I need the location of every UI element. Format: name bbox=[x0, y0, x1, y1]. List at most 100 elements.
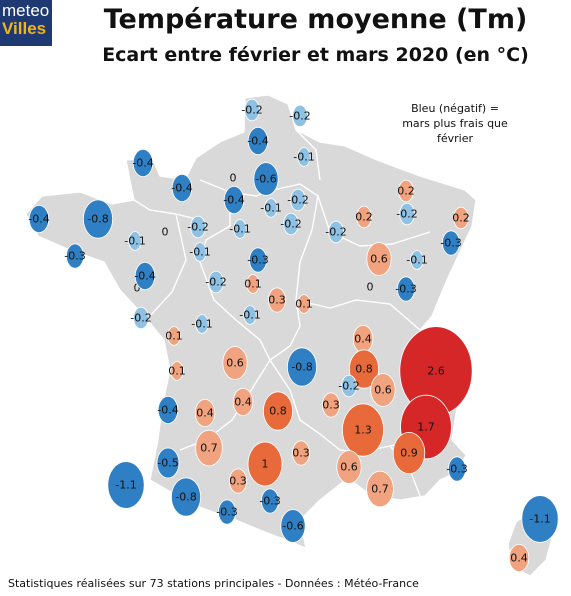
station-marker: 0.3 bbox=[228, 468, 247, 494]
station-marker: -0.3 bbox=[446, 456, 468, 482]
stations-layer: -0.2 -0.2 -0.4 -0.1 -0.4 -0.4 0 -0.6 -0.4 -0.1 -0.… bbox=[28, 98, 559, 573]
station-marker: -0.4 bbox=[223, 185, 245, 214]
station-marker: -0.2 bbox=[289, 104, 311, 128]
station-value: 0.7 bbox=[371, 483, 389, 496]
station-marker: 0.6 bbox=[366, 242, 392, 276]
station-circle bbox=[170, 477, 201, 517]
station-value: 0.1 bbox=[168, 365, 186, 378]
legend-line-2: mars plus frais que février bbox=[402, 117, 508, 145]
station-marker: -0.6 bbox=[280, 509, 306, 543]
station-value: 0.6 bbox=[340, 461, 358, 474]
station-value: 0.9 bbox=[400, 447, 418, 460]
station-value: -0.1 bbox=[239, 309, 260, 322]
station-value: 0.7 bbox=[200, 442, 218, 455]
station-marker: 0.4 bbox=[194, 398, 216, 427]
station-value: -0.5 bbox=[157, 457, 178, 470]
station-marker: 0.9 bbox=[392, 431, 426, 474]
station-marker: 0.7 bbox=[195, 429, 223, 467]
station-marker: -0.6 bbox=[253, 162, 279, 196]
station-circle bbox=[366, 470, 394, 508]
map-subtitle: Ecart entre février et mars 2020 (en °C) bbox=[102, 44, 529, 66]
station-value: -0.8 bbox=[87, 213, 108, 226]
station-value: 1 bbox=[262, 458, 269, 471]
station-circle bbox=[208, 270, 224, 294]
station-value: -0.3 bbox=[64, 250, 85, 263]
station-value: 0.4 bbox=[234, 396, 252, 409]
station-marker: 0.3 bbox=[267, 287, 286, 313]
station-circle bbox=[336, 450, 362, 484]
station-circle bbox=[222, 346, 248, 380]
station-value: -0.2 bbox=[130, 312, 151, 325]
station-circle bbox=[453, 206, 469, 230]
station-circle bbox=[217, 499, 236, 525]
station-value: -0.1 bbox=[124, 235, 145, 248]
station-marker: 0.8 bbox=[348, 349, 379, 389]
station-marker: 0.6 bbox=[222, 346, 248, 380]
station-value: -0.3 bbox=[216, 506, 237, 519]
station-value: -0.4 bbox=[28, 213, 49, 226]
station-value: 0.6 bbox=[226, 357, 244, 370]
station-marker: 0.1 bbox=[168, 361, 186, 381]
station-circle bbox=[297, 147, 311, 167]
station-marker: -0.2 bbox=[325, 220, 347, 244]
station-value: 0.1 bbox=[244, 278, 262, 291]
station-circle bbox=[243, 305, 257, 325]
station-marker: -0.2 bbox=[338, 374, 360, 398]
logo-text-meteo: meteo bbox=[2, 1, 50, 20]
station-marker: -1.1 bbox=[521, 495, 559, 543]
meteovilles-logo: meteo Villes bbox=[0, 0, 52, 46]
station-circle bbox=[170, 361, 184, 381]
station-marker: 0.7 bbox=[366, 470, 394, 508]
station-value: 0.6 bbox=[374, 384, 392, 397]
station-circle bbox=[392, 431, 426, 474]
map-title: Température moyenne (Tm) bbox=[103, 4, 528, 35]
station-value: -0.1 bbox=[189, 246, 210, 259]
station-circle bbox=[447, 456, 466, 482]
station-value: 0 bbox=[134, 282, 141, 295]
station-value: 1.3 bbox=[354, 424, 372, 437]
station-circle bbox=[194, 398, 216, 427]
station-marker: 0.4 bbox=[508, 544, 530, 573]
station-marker: -0.4 bbox=[28, 204, 50, 233]
station-circle bbox=[396, 276, 415, 302]
station-circle bbox=[410, 250, 424, 270]
station-value: -0.3 bbox=[446, 463, 467, 476]
station-marker: 0.2 bbox=[452, 206, 470, 230]
station-circle bbox=[280, 509, 306, 543]
station-marker: -0.1 bbox=[406, 250, 428, 270]
station-marker: 0.3 bbox=[291, 440, 310, 466]
station-value: -1.1 bbox=[115, 479, 136, 492]
station-marker: -0.5 bbox=[156, 447, 180, 479]
station-circle bbox=[248, 247, 267, 273]
station-marker: -0.4 bbox=[157, 395, 179, 424]
station-value: 0.8 bbox=[269, 405, 287, 418]
station-value: 2.6 bbox=[427, 365, 445, 378]
station-value: 0 bbox=[367, 281, 374, 294]
station-circle bbox=[328, 220, 344, 244]
station-circle bbox=[262, 391, 293, 431]
station-value: 0.1 bbox=[165, 330, 183, 343]
station-marker: -0.2 bbox=[280, 212, 302, 236]
station-marker: 0.2 bbox=[397, 179, 415, 203]
station-value: 0 bbox=[162, 226, 169, 239]
station-marker: 0.1 bbox=[295, 294, 313, 314]
station-marker: -0.1 bbox=[189, 242, 211, 262]
station-value: -0.2 bbox=[289, 110, 310, 123]
station-circle bbox=[348, 349, 379, 389]
station-value: -0.4 bbox=[171, 182, 192, 195]
source-footer: Statistiques réalisées sur 73 stations p… bbox=[8, 577, 419, 590]
station-circle bbox=[83, 199, 114, 239]
station-marker: -0.3 bbox=[259, 488, 281, 514]
station-marker: 0 bbox=[162, 226, 169, 239]
station-marker: -0.4 bbox=[247, 127, 269, 156]
station-marker: 0 bbox=[134, 282, 141, 295]
station-value: 0.6 bbox=[370, 253, 388, 266]
station-circle bbox=[128, 231, 142, 251]
station-circle bbox=[508, 544, 530, 573]
station-value: -0.4 bbox=[247, 135, 268, 148]
station-circle bbox=[370, 373, 396, 407]
station-marker: -1.1 bbox=[107, 461, 145, 509]
station-marker: -0.3 bbox=[247, 247, 269, 273]
station-value: 0.4 bbox=[510, 552, 528, 565]
